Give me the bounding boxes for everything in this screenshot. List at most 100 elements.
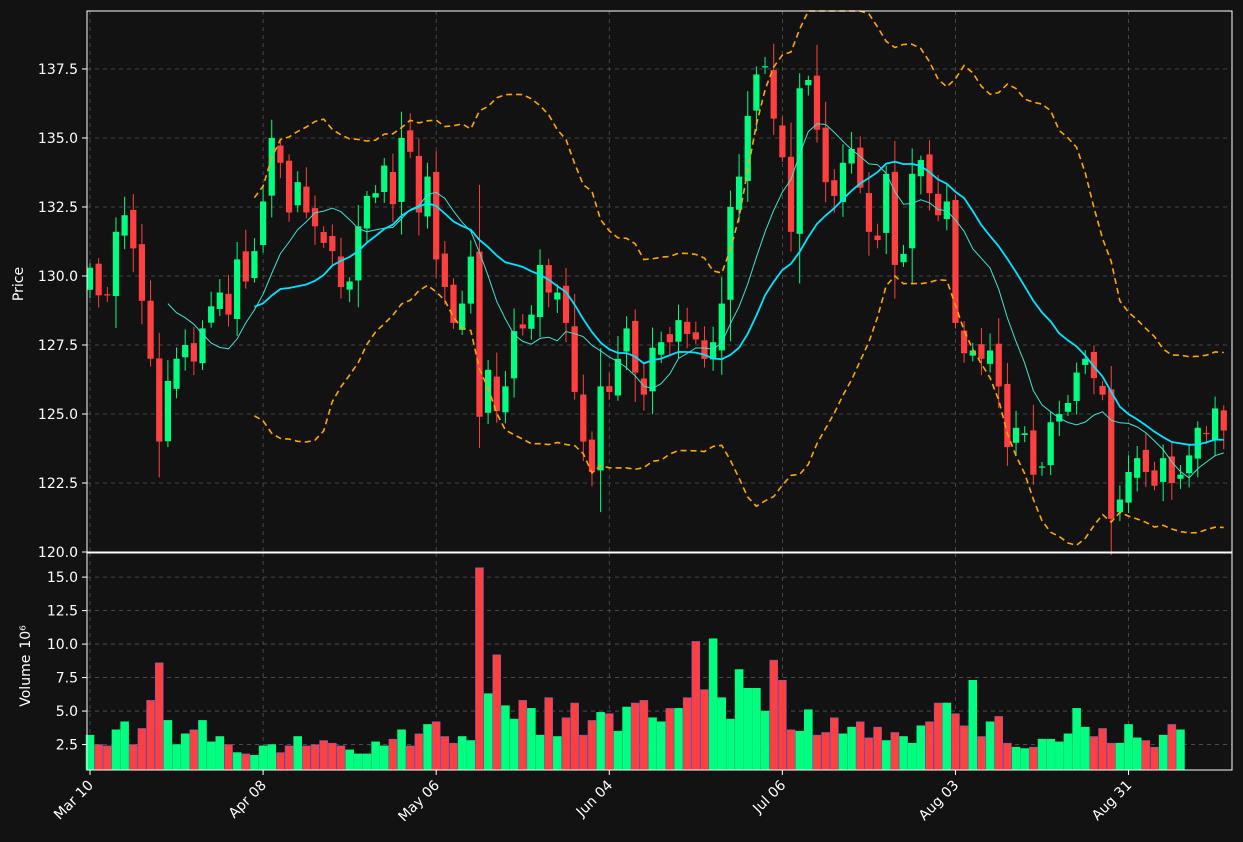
candle-body: [95, 263, 102, 296]
volume-bar: [544, 697, 553, 771]
candle-body: [874, 235, 881, 241]
volume-tick-label: 2.5: [56, 738, 78, 754]
candle-body: [900, 253, 907, 263]
candle-body: [510, 331, 518, 379]
volume-bar: [1150, 746, 1159, 771]
volume-bar: [977, 736, 986, 771]
volume-bar: [336, 745, 346, 771]
candle-body: [493, 376, 500, 412]
volume-bar: [630, 702, 640, 771]
candle-body: [1116, 499, 1124, 513]
candle-body: [978, 344, 985, 359]
volume-bar: [362, 753, 372, 771]
volume-bar: [1037, 738, 1047, 771]
volume-bar: [379, 745, 389, 771]
volume-bar: [457, 736, 467, 771]
candle-body: [623, 328, 630, 352]
candle-body: [684, 321, 691, 334]
volume-bar: [743, 687, 753, 771]
candle-body: [588, 439, 596, 472]
volume-bar: [890, 732, 900, 771]
volume-bar: [604, 713, 614, 771]
volume-bar: [397, 729, 406, 771]
candle-body: [986, 350, 994, 364]
volume-bar: [899, 736, 908, 771]
candle-body: [138, 244, 146, 301]
volume-bar: [163, 720, 173, 771]
candle-body: [199, 328, 206, 364]
candle-body: [121, 215, 128, 236]
volume-bar: [284, 745, 294, 771]
candle-body: [1134, 458, 1141, 478]
candle-body: [761, 66, 769, 68]
volume-bar: [769, 659, 778, 771]
candle-body: [796, 88, 803, 234]
candle-body: [528, 314, 535, 329]
candle-body: [234, 259, 241, 319]
candle-body: [865, 193, 873, 232]
volume-bars: [85, 567, 1185, 771]
volume-bar: [752, 687, 761, 771]
candle-body: [960, 330, 968, 354]
volume-panel-frame: [86, 552, 1233, 771]
volume-bar: [1158, 734, 1168, 771]
candle-body: [476, 251, 483, 417]
candle-body: [744, 115, 751, 181]
volume-tick-label: 7.5: [56, 671, 78, 687]
volume-bar: [449, 742, 458, 771]
volume-bar: [431, 721, 441, 771]
candle-body: [1090, 351, 1098, 379]
volume-bar: [553, 736, 562, 771]
candle-body: [658, 342, 665, 355]
candle-body: [554, 292, 561, 300]
volume-bar: [726, 718, 735, 771]
candle-body: [1099, 385, 1106, 395]
price-tick-label: 130.0: [38, 269, 78, 285]
price-tick-label: 127.5: [38, 338, 78, 354]
volume-axis-exponent: 10⁶: [18, 625, 34, 649]
candle-body: [753, 74, 760, 111]
volume-bar: [804, 709, 813, 771]
candle-body: [727, 206, 734, 300]
candle-body: [675, 320, 682, 342]
volume-bar: [561, 717, 571, 771]
volume-bar: [622, 706, 631, 771]
volume-bar: [1029, 746, 1038, 771]
bollinger-lower-line: [254, 274, 1224, 547]
candle-body: [848, 149, 855, 164]
volume-bar: [103, 745, 112, 771]
moving-average-short-line: [167, 123, 1224, 479]
candle-body: [770, 70, 777, 119]
candle-body: [562, 285, 570, 323]
candle-body: [805, 80, 812, 86]
candle-body: [943, 201, 950, 220]
volume-bar: [111, 729, 121, 771]
volume-bar: [994, 716, 1004, 771]
candle-body: [1012, 427, 1020, 443]
candle-body: [173, 358, 180, 389]
candle-body: [502, 386, 509, 413]
candle-body: [424, 176, 431, 217]
candle-body: [433, 171, 440, 260]
price-tick-label: 120.0: [38, 545, 78, 561]
price-tick-label: 137.5: [38, 62, 78, 78]
volume-bar: [682, 697, 692, 771]
price-tick-label: 135.0: [38, 131, 78, 147]
volume-bar: [250, 754, 259, 771]
candle-body: [536, 264, 544, 318]
volume-bar: [925, 721, 934, 771]
candle-body: [216, 292, 223, 309]
candle-body: [1004, 383, 1011, 448]
candle-body: [104, 294, 111, 296]
candle-body: [857, 147, 864, 188]
volume-bar: [700, 689, 709, 771]
volume-bar: [760, 710, 770, 771]
volume-bar: [708, 638, 718, 771]
volume-bar: [1046, 738, 1055, 771]
volume-bar: [241, 753, 251, 771]
volume-bar: [466, 740, 476, 771]
volume-bar: [821, 732, 830, 771]
volume-bar: [1089, 736, 1099, 771]
volume-bar: [1124, 724, 1133, 771]
